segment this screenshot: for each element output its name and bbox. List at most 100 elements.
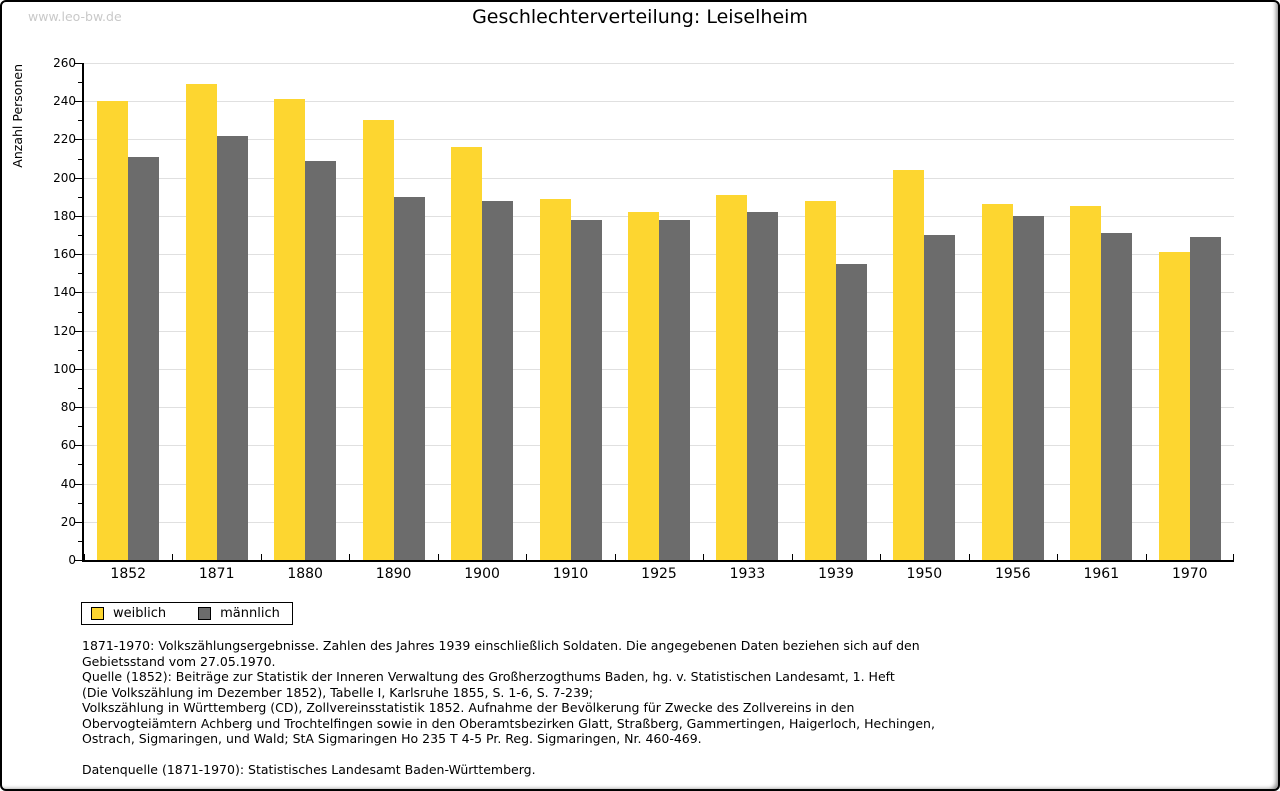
y-tick-major-20 xyxy=(75,521,82,523)
y-axis-title: Anzahl Personen xyxy=(10,64,25,168)
y-tick-minor-30 xyxy=(78,502,82,504)
y-axis-label-260: 260 xyxy=(53,56,76,70)
footer-line-6: Obervogteiämtern Achberg und Trochtelfin… xyxy=(82,715,935,731)
bar-weiblich-1950 xyxy=(893,170,925,560)
y-tick-major-40 xyxy=(75,483,82,485)
y-axis-label-60: 60 xyxy=(60,438,76,453)
x-axis-label-1890: 1890 xyxy=(375,566,412,582)
bar-männlich-1852 xyxy=(128,156,160,560)
x-axis-label-1900: 1900 xyxy=(464,566,500,582)
bar-männlich-1880 xyxy=(305,160,337,560)
x-axis-tick xyxy=(1233,554,1234,560)
footer-notes: 1871-1970: Volkszählungsergebnisse. Zahl… xyxy=(82,638,935,777)
y-axis-label-240: 240 xyxy=(53,94,76,109)
bar-männlich-1900 xyxy=(482,200,514,560)
bar-weiblich-1970 xyxy=(1158,252,1190,560)
y-axis-label-160: 160 xyxy=(53,247,76,262)
y-tick-major-160 xyxy=(75,254,82,256)
footer-datasource: Datenquelle (1871-1970): Statistisches L… xyxy=(82,761,536,777)
bar-männlich-1961 xyxy=(1101,233,1133,560)
y-tick-minor-130 xyxy=(78,311,82,313)
x-axis-label-1880: 1880 xyxy=(287,566,323,582)
y-tick-minor-110 xyxy=(78,349,82,351)
footer-line-5: Volkszählung in Württemberg (CD), Zollve… xyxy=(82,700,855,715)
y-tick-minor-150 xyxy=(78,273,82,275)
y-tick-major-240 xyxy=(75,101,82,103)
gridline-180 xyxy=(84,215,1234,217)
legend-swatch-weiblich xyxy=(91,607,104,620)
legend-item-weiblich: weiblich xyxy=(91,606,166,621)
bar-weiblich-1925 xyxy=(628,212,659,560)
legend: weiblich männlich xyxy=(81,602,293,625)
y-tick-minor-250 xyxy=(78,82,82,84)
watermark: www.leo-bw.de xyxy=(28,9,122,24)
y-tick-minor-10 xyxy=(78,540,82,542)
x-axis-tick xyxy=(1057,554,1059,560)
bar-männlich-1925 xyxy=(659,219,690,560)
footer-line-1: 1871-1970: Volkszählungsergebnisse. Zahl… xyxy=(82,638,920,653)
bar-weiblich-1852 xyxy=(97,101,129,560)
x-axis-tick xyxy=(968,554,970,560)
bar-weiblich-1939 xyxy=(804,200,836,560)
x-axis-tick xyxy=(437,554,439,560)
y-tick-major-180 xyxy=(75,215,82,217)
bar-weiblich-1871 xyxy=(185,84,217,560)
x-axis-line xyxy=(82,560,1234,562)
bar-männlich-1871 xyxy=(216,135,248,560)
footer-line-4: (Die Volkszählung im Dezember 1852), Tab… xyxy=(82,684,594,700)
x-axis-label-1970: 1970 xyxy=(1171,566,1208,582)
bar-weiblich-1900 xyxy=(451,147,483,560)
bar-männlich-1933 xyxy=(747,212,779,560)
x-axis-tick xyxy=(1145,554,1147,560)
x-axis-label-1852: 1852 xyxy=(110,566,147,582)
y-tick-minor-170 xyxy=(78,235,82,237)
x-axis-tick xyxy=(172,554,174,560)
y-axis-label-200: 200 xyxy=(53,170,76,185)
x-axis-label-1950: 1950 xyxy=(906,566,943,582)
y-tick-minor-70 xyxy=(78,426,82,428)
x-axis-tick xyxy=(791,554,793,560)
footer-line-2: Gebietsstand vom 27.05.1970. xyxy=(82,653,276,669)
x-axis-tick xyxy=(349,554,351,560)
legend-item-männlich: männlich xyxy=(198,606,280,621)
y-axis-label-140: 140 xyxy=(53,285,76,300)
y-tick-major-220 xyxy=(75,139,82,141)
plot-area: 0 20 40 60 80 100 120 140 160 180 200 220 240 260 1852… xyxy=(53,56,1234,582)
bar-weiblich-1956 xyxy=(981,204,1013,560)
y-tick-minor-210 xyxy=(78,158,82,160)
y-tick-minor-190 xyxy=(78,196,82,198)
y-axis-label-20: 20 xyxy=(60,514,76,529)
bar-männlich-1939 xyxy=(835,263,867,560)
gridline-260 xyxy=(84,63,1234,64)
bar-weiblich-1890 xyxy=(362,120,394,560)
y-axis-label-100: 100 xyxy=(53,361,76,376)
y-tick-major-200 xyxy=(75,177,82,179)
legend-swatch-männlich xyxy=(198,607,212,620)
y-tick-major-120 xyxy=(75,330,82,332)
bar-männlich-1890 xyxy=(393,196,425,560)
bar-weiblich-1910 xyxy=(539,198,571,560)
x-axis-label-1871: 1871 xyxy=(198,566,235,582)
legend-label-männlich: männlich xyxy=(220,606,280,621)
x-axis-tick xyxy=(703,554,705,560)
bar-weiblich-1933 xyxy=(716,194,748,560)
x-axis-label-1956: 1956 xyxy=(995,566,1031,582)
x-axis-tick xyxy=(614,554,616,560)
y-axis-label-180: 180 xyxy=(53,208,76,223)
legend-label-weiblich: weiblich xyxy=(113,606,167,621)
footer-line-7: Ostrach, Sigmaringen, und Wald; StA Sigm… xyxy=(82,731,702,746)
gridline-240 xyxy=(84,101,1234,103)
y-tick-minor-230 xyxy=(78,120,82,122)
bar-männlich-1950 xyxy=(924,235,956,560)
y-tick-major-260 xyxy=(75,63,82,64)
bar-männlich-1910 xyxy=(570,219,602,560)
footer-line-3: Quelle (1852): Beiträge zur Statistik de… xyxy=(82,669,895,684)
gridline-220 xyxy=(84,139,1234,141)
bar-weiblich-1961 xyxy=(1070,206,1102,560)
x-axis-tick xyxy=(526,554,528,560)
y-axis-line xyxy=(82,63,84,562)
bar-männlich-1970 xyxy=(1189,236,1221,560)
y-axis-label-80: 80 xyxy=(60,400,76,415)
x-axis-tick xyxy=(260,554,262,560)
